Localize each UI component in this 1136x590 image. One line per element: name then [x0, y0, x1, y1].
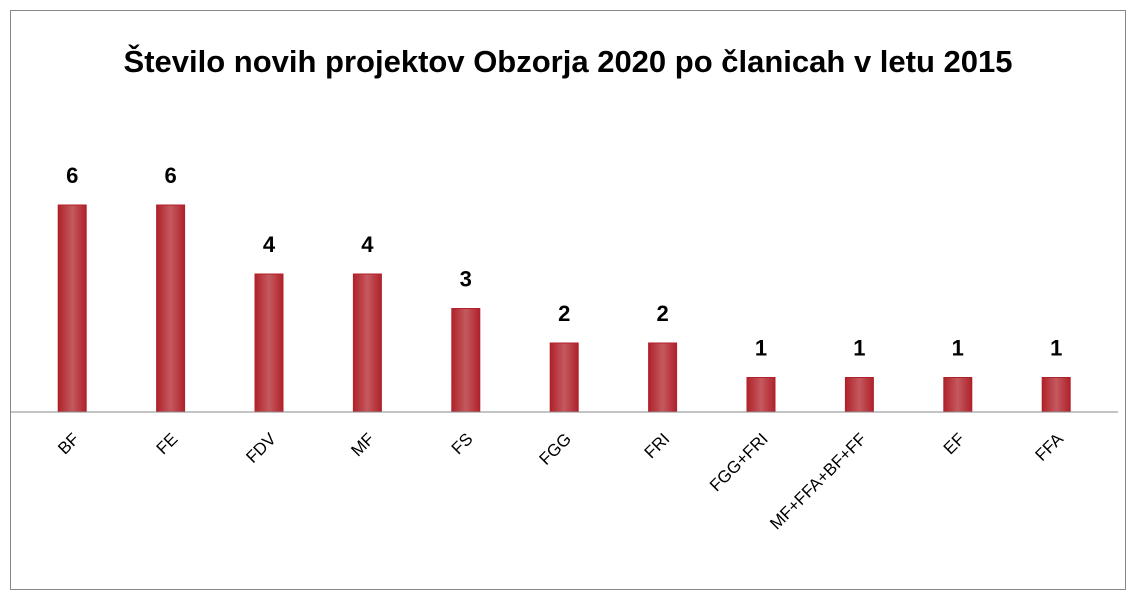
x-tick-label: MF+FFA+BF+FF	[766, 429, 870, 533]
bar	[844, 377, 874, 413]
data-label: 1	[952, 336, 964, 361]
data-label: 6	[164, 163, 176, 188]
x-tick-label: FFA	[1032, 429, 1068, 465]
bar	[254, 273, 284, 413]
bar	[746, 377, 776, 413]
bar	[57, 204, 87, 413]
x-tick-label: EF	[940, 429, 969, 458]
x-tick-label: FE	[153, 429, 182, 458]
bar	[943, 377, 973, 413]
x-tick-label: FS	[448, 429, 477, 458]
data-label: 2	[558, 301, 570, 326]
bar	[549, 342, 579, 413]
data-label: 1	[853, 336, 865, 361]
data-label: 1	[755, 336, 767, 361]
data-label: 1	[1050, 336, 1062, 361]
x-tick-label: FGG	[536, 429, 575, 468]
x-tick-label: MF	[347, 429, 378, 460]
x-tick-label: FRI	[641, 429, 674, 462]
data-label: 3	[460, 267, 472, 292]
bar	[451, 308, 481, 413]
x-tick-label: FGG+FRI	[706, 429, 772, 495]
bar	[352, 273, 382, 413]
bar	[648, 342, 678, 413]
data-label: 2	[656, 301, 668, 326]
data-label: 4	[361, 232, 374, 257]
bar	[1041, 377, 1071, 413]
data-label: 6	[66, 163, 78, 188]
bar	[156, 204, 186, 413]
data-label: 4	[263, 232, 276, 257]
x-tick-label: BF	[54, 429, 83, 458]
chart-title: Število novih projektov Obzorja 2020 po …	[123, 44, 1013, 79]
x-tick-label: FDV	[242, 429, 280, 467]
